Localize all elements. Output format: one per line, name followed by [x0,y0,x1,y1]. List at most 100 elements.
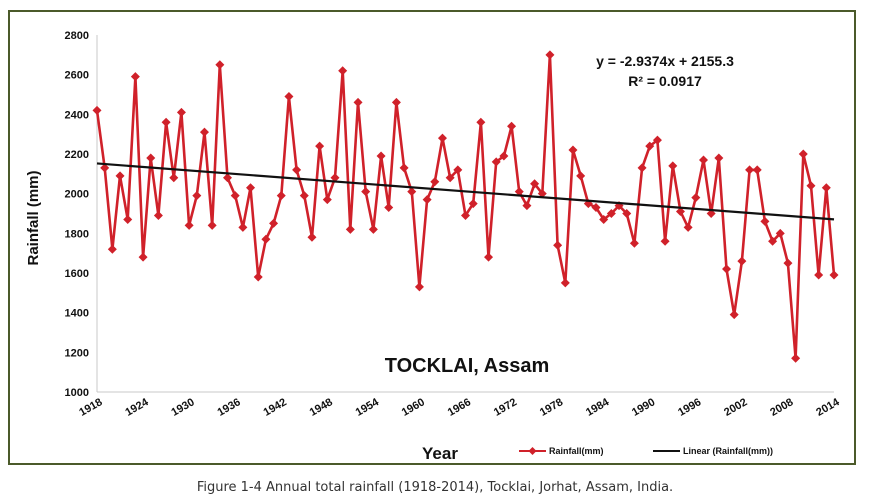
rainfall-point [414,282,424,292]
y-tick-label: 2800 [65,30,89,42]
rainfall-point [391,97,401,107]
rainfall-point [138,252,148,262]
rainfall-point [322,195,332,205]
rainfall-point [146,153,156,163]
rainfall-point [115,171,125,181]
x-tick-label: 1996 [676,396,703,419]
rainfall-point [484,252,494,262]
rainfall-series-line [95,53,836,360]
rainfall-point [230,191,240,201]
rainfall-point [123,214,133,224]
rainfall-point [545,50,555,60]
x-tick-label: 1924 [123,396,151,419]
rainfall-point [407,187,417,197]
y-axis-title: Rainfall (mm) [25,170,42,265]
rainfall-point [238,222,248,232]
rainfall-point [814,270,824,280]
rainfall-point [223,173,233,183]
legend: Rainfall(mm) Linear (Rainfall(mm)) [519,446,773,456]
rainfall-point [530,179,540,189]
rainfall-point [821,183,831,193]
rainfall-point [576,171,586,181]
rainfall-point [553,240,563,250]
y-tick-labels: 1000 1200 1400 1600 1800 2000 2200 2400 2600 2800 [65,30,89,399]
rainfall-point [338,66,348,76]
rainfall-point [269,218,279,228]
trend-equation: y = -2.9374x + 2155.3 [596,53,734,69]
x-tick-label: 1954 [354,396,382,419]
rainfall-point [453,165,463,175]
rainfall-point [522,201,532,211]
rainfall-point [629,238,639,248]
rainfall-point [461,210,470,220]
rainfall-point [100,163,110,173]
x-tick-label: 1930 [169,396,196,419]
rainfall-point [791,353,801,363]
rainfall-point [514,187,524,197]
y-tick-label: 2000 [65,189,89,201]
rainfall-point [507,121,517,131]
rainfall-point [729,310,739,320]
rainfall-point [445,173,455,183]
x-tick-label: 1948 [308,396,335,419]
rainfall-point [284,91,294,101]
rainfall-point [683,222,693,232]
station-annotation: TOCKLAI, Assam [385,355,549,377]
y-tick-label: 1000 [65,387,89,399]
rainfall-point [315,141,325,151]
x-tick-label: 1960 [400,396,427,419]
rainfall-point [637,163,647,173]
rainfall-point [806,181,816,191]
y-tick-label: 2600 [65,70,89,82]
rainfall-point [752,165,762,175]
rainfall-point [207,220,217,230]
figure-caption: Figure 1-4 Annual total rainfall (1918-2… [196,480,674,495]
rainfall-series [92,50,839,363]
rainfall-point [668,161,678,171]
rainfall-point [437,133,447,143]
rainfall-point [599,214,609,224]
rainfall-point [430,177,440,187]
rainfall-point [215,60,225,70]
y-tick-label: 1800 [65,228,89,240]
x-tick-label: 2008 [768,396,795,419]
rainfall-point [745,165,755,175]
x-tick-labels: 1918 1924 1930 1936 1942 1948 1954 1960 1966 1972… [77,396,842,419]
rainfall-point [622,209,632,218]
x-tick-label: 1978 [538,396,565,419]
rainfall-point [675,207,685,217]
rainfall-point [307,232,317,242]
rainfall-point [591,203,601,213]
y-tick-label: 1600 [65,268,89,280]
x-tick-label: 2002 [722,396,749,419]
x-tick-label: 1984 [584,396,612,419]
rainfall-point [798,149,808,159]
r-squared: R² = 0.0917 [628,73,702,89]
rainfall-point [714,153,724,163]
rainfall-point [161,117,171,127]
x-tick-label: 1990 [630,396,657,419]
rainfall-point [192,191,202,201]
rainfall-point [737,256,747,266]
rainfall-point [606,209,616,218]
rainfall-point [468,199,478,209]
rainfall-point [698,155,708,165]
legend-rainfall-marker [528,447,537,455]
linear-trendline [96,162,835,221]
rainfall-point [768,236,778,246]
rainfall-point [760,216,770,226]
y-tick-label: 2400 [65,109,89,121]
legend-linear-label: Linear (Rainfall(mm)) [683,446,773,456]
rainfall-point [783,258,793,268]
y-tick-label: 1400 [65,308,89,320]
y-tick-label: 2200 [65,149,89,161]
rainfall-point [92,105,102,115]
rainfall-point [199,127,209,137]
rainfall-point [130,72,140,82]
rainfall-point [376,151,386,161]
x-tick-label: 2014 [814,396,842,419]
rainfall-point [353,97,363,107]
y-tick-label: 1200 [65,347,89,359]
rainfall-point [330,173,340,183]
rainfall-point [184,220,194,230]
